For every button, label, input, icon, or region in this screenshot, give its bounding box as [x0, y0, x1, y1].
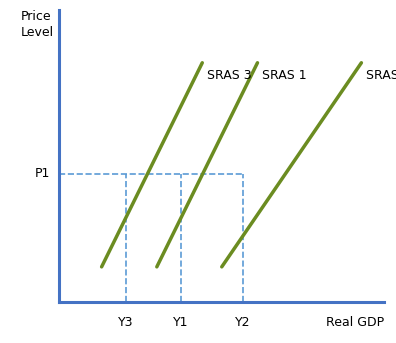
Text: SRAS 1: SRAS 1 — [263, 69, 307, 82]
Text: Y3: Y3 — [118, 316, 134, 329]
Text: SRAS 2: SRAS 2 — [366, 69, 396, 82]
Text: Real GDP: Real GDP — [326, 316, 384, 329]
Text: Y1: Y1 — [173, 316, 189, 329]
Text: SRAS 3: SRAS 3 — [207, 69, 252, 82]
Text: Price
Level: Price Level — [21, 10, 53, 39]
Text: P1: P1 — [34, 167, 50, 180]
Text: Y2: Y2 — [235, 316, 251, 329]
